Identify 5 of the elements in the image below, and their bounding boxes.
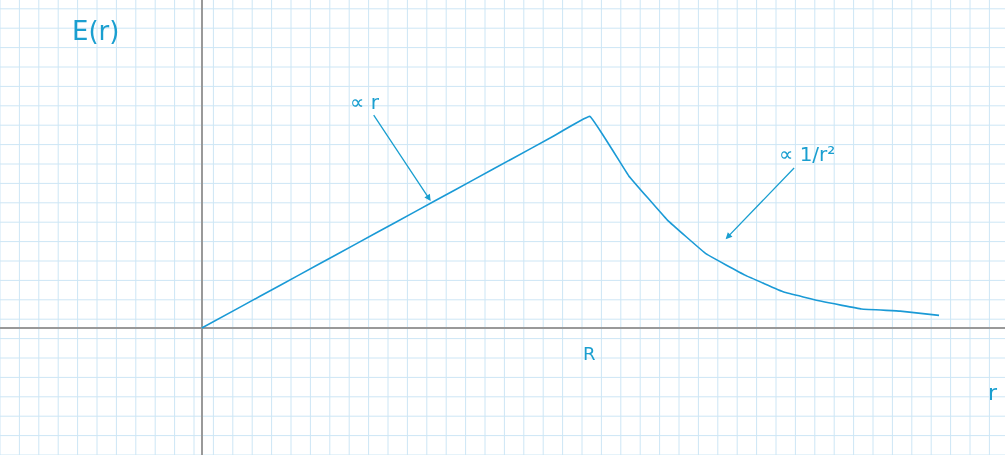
x-axis-title: r <box>988 380 998 405</box>
text: R <box>583 343 596 364</box>
annotation: ∝ 1/r² <box>779 142 836 166</box>
y-axis-title: E(r) <box>72 16 120 46</box>
text: ∝ r <box>350 90 380 114</box>
